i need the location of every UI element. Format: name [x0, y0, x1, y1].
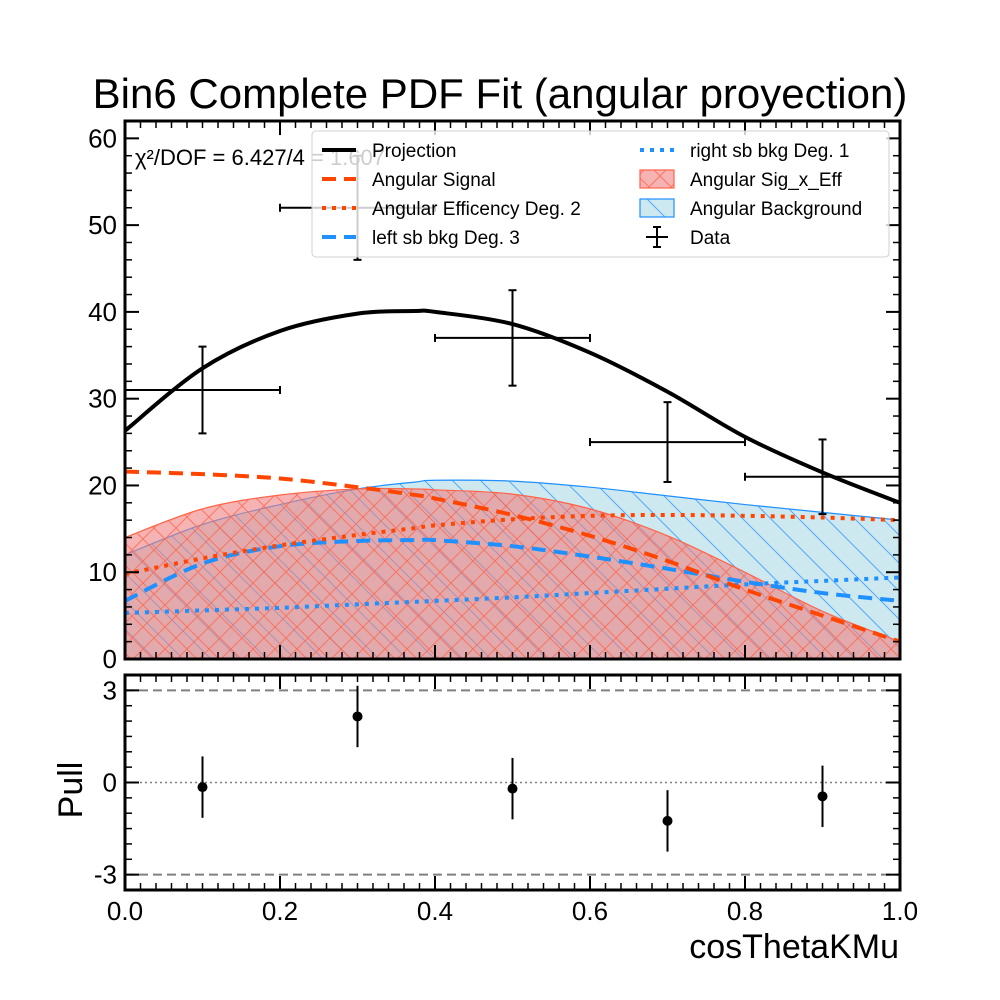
y-tick-label: 0	[103, 644, 117, 674]
data-point	[434, 289, 591, 387]
series-line-left-sb-bkg-deg-3	[125, 537, 900, 603]
y-tick-label: 60	[88, 123, 117, 153]
y-axis-title-pull: Pull	[52, 762, 90, 819]
legend: Projection Angular Signal Angular Efficenc…	[311, 130, 890, 258]
y-tick-label: 50	[88, 210, 117, 240]
legend-label: Angular Efficency Deg. 2	[372, 199, 581, 220]
legend-item: right sb bkg Deg. 1	[640, 141, 849, 162]
pull-y-tick-label: 0	[103, 768, 117, 798]
legend-item: Angular Signal	[322, 170, 496, 191]
pull-plot: -3 0 3 0.0 0.2 0.4 0.6 0.8 1.0	[94, 673, 918, 926]
pull-point	[197, 756, 208, 818]
chart-title: Bin6 Complete PDF Fit (angular proyectio…	[92, 70, 908, 117]
data-point	[124, 345, 281, 435]
series-line-angular-signal	[125, 469, 900, 644]
x-tick-label: 1.0	[882, 896, 918, 926]
legend-item: Angular Sig_x_Eff	[639, 169, 842, 191]
data-point	[589, 401, 746, 483]
y-tick-label: 30	[88, 384, 117, 414]
x-tick-label: 0.2	[262, 896, 298, 926]
area-hatch-angular-sig-x-eff	[125, 488, 900, 659]
series-line-projection	[125, 308, 900, 505]
legend-item: Angular Efficency Deg. 2	[322, 199, 581, 220]
legend-item: Angular Background	[639, 198, 862, 220]
x-tick-label: 0.4	[417, 896, 453, 926]
legend-item: Data	[646, 226, 731, 249]
x-axis-title: cosThetaKMu	[689, 928, 899, 966]
x-tick-label: 0.0	[107, 896, 143, 926]
legend-item: left sb bkg Deg. 3	[322, 228, 520, 249]
pull-point	[507, 757, 518, 820]
legend-label: Projection	[372, 141, 457, 162]
legend-label: Angular Sig_x_Eff	[690, 170, 842, 191]
legend-box	[311, 130, 890, 258]
x-tick-label: 0.6	[572, 896, 608, 926]
main-plot: 0 10 20 30 40 50 60	[88, 119, 902, 674]
legend-label: Angular Background	[690, 199, 862, 220]
legend-label: Data	[690, 228, 731, 249]
pull-y-tick-label: 3	[103, 675, 117, 705]
y-tick-label: 10	[88, 557, 117, 587]
y-tick-label: 40	[88, 297, 117, 327]
pull-point	[352, 685, 363, 748]
area-edge-angular-sig-x-eff	[125, 487, 900, 643]
pull-y-tick-label: -3	[94, 860, 117, 890]
legend-label: left sb bkg Deg. 3	[372, 228, 520, 249]
legend-label: right sb bkg Deg. 1	[690, 141, 849, 162]
data-point	[744, 438, 901, 516]
pull-point	[817, 765, 828, 828]
x-tick-label: 0.8	[727, 896, 763, 926]
legend-item: Projection	[322, 141, 457, 162]
y-tick-label: 20	[88, 470, 117, 500]
legend-label: Angular Signal	[372, 170, 496, 191]
pull-point	[662, 790, 673, 852]
